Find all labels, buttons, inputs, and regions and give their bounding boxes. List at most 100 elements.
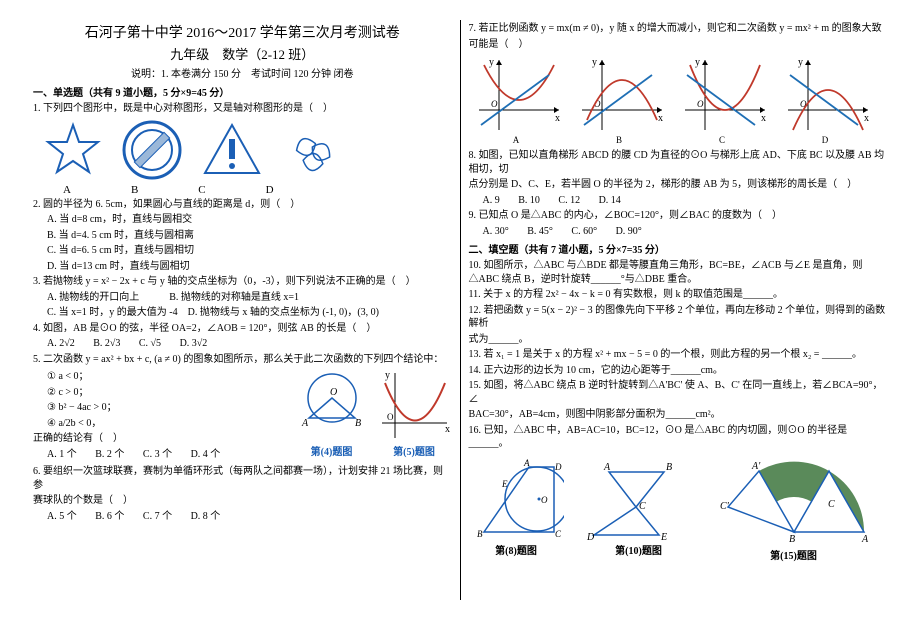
q6-d: D. 8 个 [191,510,221,524]
svg-text:y: y [489,57,494,68]
svg-text:D: D [554,462,562,472]
svg-text:O: O [491,99,498,109]
svg-text:x: x [445,424,450,435]
q15: 15. 如图，将△ABC 绕点 B 逆时针旋转到△A'BC' 使 A、B、C' … [469,379,888,406]
q5-d: D. 4 个 [191,448,221,462]
q1-labels: A B C D [63,184,452,196]
q4-a: A. 2√2 [47,337,75,351]
q8-opts: A. 9 B. 10 C. 12 D. 14 [483,194,888,208]
q1-stem: 1. 下列四个图形中，既是中心对称图形，又是轴对称图形的是（ ） [33,102,452,116]
q3-stem: 3. 若抛物线 y = x² − 2x + c 与 y 轴的交点坐标为（0，-3… [33,275,452,289]
title-line-2: 九年级 数学（2-12 班） [33,44,452,63]
q5-c: C. 3 个 [143,448,172,462]
svg-text:C': C' [720,501,730,512]
svg-text:D: D [586,532,595,542]
q8-c: C. 12 [558,194,580,208]
fig4-cap: 第(4)题图 [287,443,377,458]
chart-d: xy O D [778,55,873,145]
q5-stem: 5. 二次函数 y = ax² + bx + c, (a ≠ 0) 的图象如图所… [33,353,452,367]
q9-opts: A. 30° B. 45° C. 60° D. 90° [483,225,888,239]
q16: 16. 已知，△ABC 中，AB=AC=10，BC=12，⊙O 是△ABC 的内… [469,424,888,451]
q3-opt-cd: C. 当 x=1 时，y 的最大值为 -4 D. 抛物线与 x 轴的交点坐标为 … [47,306,452,320]
q2-opt-c: C. 当 d=6. 5 cm 时，直线与圆相切 [47,244,452,258]
svg-text:B: B [666,462,672,473]
chart-b: xy O B [572,55,667,145]
q9-b: B. 45° [527,225,553,239]
chart-d-label: D [778,135,873,145]
q5-row: ① a < 0； ② c > 0； ③ b² − 4ac > 0； ④ a/2b… [33,368,452,463]
q2-opt-d: D. 当 d=13 cm 时，直线与圆相切 [47,260,452,274]
shape-circle-slash [121,119,183,181]
q9-a: A. 30° [483,225,509,239]
svg-text:A: A [301,418,309,429]
fig8-cap: 第(8)题图 [469,542,564,557]
q4-opts: A. 2√2 B. 2√3 C. √5 D. 3√2 [47,337,452,351]
shape-star [43,120,103,180]
q5-opts: A. 1 个 B. 2 个 C. 3 个 D. 4 个 [47,448,287,462]
label-d: D [266,184,274,196]
svg-text:x: x [761,113,766,124]
q4-d: D. 3√2 [180,337,208,351]
section-2-header: 二、填空题（共有 7 道小题，5 分×7=35 分） [469,241,888,256]
q4-b: B. 2√3 [93,337,120,351]
q9-c: C. 60° [571,225,597,239]
svg-text:B: B [477,529,483,539]
left-column: 石河子第十中学 2016～2017 学年第三次月考测试卷 九年级 数学（2-12… [25,20,460,617]
q11: 11. 关于 x 的方程 2x² − 4x − k = 0 有实数根，则 k 的… [469,288,888,302]
q5-i1: ① a < 0； [47,370,287,384]
section-1-header: 一、单选题（共有 9 道小题，5 分×9=45 分） [33,84,452,99]
chart-c-label: C [675,135,770,145]
svg-text:C: C [555,529,562,539]
q7-stem2: 可能是（ ） [469,38,888,52]
q2-stem: 2. 圆的半径为 6. 5cm，如果圆心与直线的距离是 d，则（ ） [33,198,452,212]
fig15-cap: 第(15)题图 [714,547,874,562]
q5-tail: 正确的结论有（ ） [33,432,287,446]
q5-b: B. 2 个 [95,448,124,462]
label-a: A [63,184,71,196]
q6-c: C. 7 个 [143,510,172,524]
svg-text:E: E [660,532,667,542]
q5-i2: ② c > 0； [47,386,287,400]
q8-stem2: 点分别是 D、C、E，若半圆 O 的半径为 2，梯形的腰 AB 为 5，则该梯形… [469,178,888,192]
svg-text:O: O [541,495,548,505]
chart-a: xy O A [469,55,564,145]
q8-b: B. 10 [518,194,540,208]
q2-opt-b: B. 当 d=4. 5 cm 时，直线与圆相离 [47,229,452,243]
right-column: 7. 若正比例函数 y = mx(m ≠ 0)，y 随 x 的增大而减小，则它和… [461,20,896,617]
q5-figure: x y O 第(5)题图 [377,368,452,458]
label-c: C [198,184,205,196]
q12b: 式为______。 [469,333,888,347]
svg-text:O: O [330,387,337,398]
q6-a: A. 5 个 [47,510,77,524]
q8-a: A. 9 [483,194,500,208]
q5-a: A. 1 个 [47,448,77,462]
svg-text:y: y [592,57,597,68]
q10: 10. 如图所示，△ABC 与△BDE 都是等腰直角三角形，BC=BE，∠ACB… [469,259,888,286]
svg-text:O: O [800,99,807,109]
q7-charts: xy O A x y O B x y O [469,55,888,145]
q1-shapes [43,119,452,181]
svg-text:O: O [387,412,394,422]
svg-text:A': A' [751,461,761,472]
svg-text:B: B [789,534,795,545]
exam-note: 说明：1. 本卷满分 150 分 考试时间 120 分钟 闭卷 [33,65,452,80]
fig10-cap: 第(10)题图 [584,542,694,557]
svg-text:A: A [603,462,611,473]
q6-opts: A. 5 个 B. 6 个 C. 7 个 D. 8 个 [47,510,452,524]
q9-stem: 9. 已知点 O 是△ABC 的内心，∠BOC=120°，则∠BAC 的度数为（… [469,209,888,223]
q8-d: D. 14 [599,194,621,208]
svg-text:E: E [501,479,508,489]
q6-stem2: 赛球队的个数是（ ） [33,494,452,508]
q3-opt-ab: A. 抛物线的开口向上 B. 抛物线的对称轴是直线 x=1 [47,291,452,305]
q4-c: C. √5 [139,337,161,351]
svg-text:A: A [861,534,869,545]
chart-b-label: B [572,135,667,145]
svg-text:C: C [828,499,835,510]
svg-text:y: y [798,57,803,68]
q7-stem: 7. 若正比例函数 y = mx(m ≠ 0)，y 随 x 的增大而减小，则它和… [469,22,888,36]
q14: 14. 正六边形的边长为 10 cm，它的边心距等于______cm。 [469,364,888,378]
svg-text:x: x [658,113,663,124]
q4-stem: 4. 如图，AB 是⊙O 的弦，半径 OA=2，∠AOB = 120°，则弦 A… [33,322,452,336]
fig5-cap: 第(5)题图 [377,443,452,458]
svg-text:O: O [697,99,704,109]
